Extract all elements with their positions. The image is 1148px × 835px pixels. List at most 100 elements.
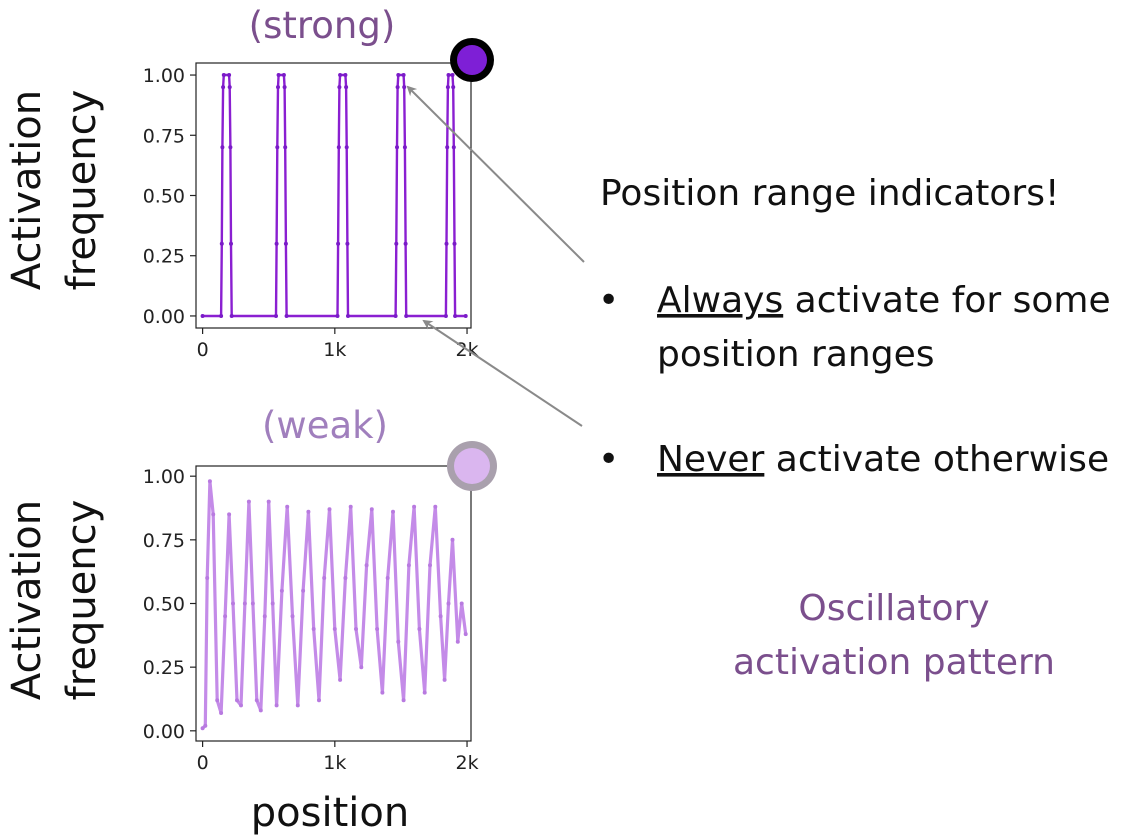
strong-ytick-label: 0.00	[143, 306, 185, 328]
weak-data-point	[205, 576, 210, 580]
bullet-2-rest: activate otherwise	[764, 439, 1109, 480]
strong-data-point	[463, 314, 468, 318]
strong-data-point	[443, 314, 448, 318]
weak-badge	[447, 441, 497, 491]
weak-data-point	[375, 627, 380, 631]
bullet-2-marker: •	[598, 439, 619, 480]
weak-data-point	[463, 632, 468, 637]
weak-data-point	[364, 563, 369, 568]
weak-data-point	[422, 690, 427, 695]
strong-chart-ylabel-line1: Activation	[4, 90, 50, 290]
strong-data-point	[283, 241, 288, 246]
strong-data-point	[344, 145, 349, 150]
strong-badge	[450, 38, 494, 82]
strong-chart-frame	[195, 62, 472, 329]
weak-data-point	[322, 576, 327, 580]
strong-badge-dot	[457, 45, 487, 75]
weak-data-point	[459, 601, 464, 606]
strong-data-point	[395, 85, 400, 90]
bullet-1-continuation: position ranges	[657, 334, 934, 375]
bullet-1-keyword: Always	[657, 280, 783, 321]
weak-data-point	[250, 601, 255, 606]
weak-data-point	[227, 512, 232, 517]
weak-data-point	[306, 509, 311, 514]
weak-ytick-label: 0.00	[143, 721, 185, 743]
strong-data-point	[228, 145, 233, 150]
weak-data-point	[455, 639, 460, 644]
strong-chart-series	[200, 73, 468, 318]
weak-data-point	[391, 509, 395, 514]
weak-data-point	[369, 507, 374, 512]
strong-data-point	[284, 314, 289, 318]
strong-data-point	[221, 73, 226, 77]
weak-xtick-label: 1k	[323, 752, 346, 774]
strong-data-point	[221, 85, 226, 90]
weak-data-point	[239, 703, 243, 708]
weak-data-point	[279, 588, 284, 593]
strong-data-point	[281, 73, 286, 77]
strong-data-point	[445, 85, 450, 90]
strong-data-point	[344, 85, 349, 90]
weak-data-point	[401, 698, 406, 703]
strong-data-point	[451, 85, 456, 90]
strong-data-point	[404, 314, 409, 318]
weak-data-point	[254, 698, 259, 703]
strong-data-point	[445, 145, 450, 150]
weak-data-point	[270, 601, 275, 606]
weak-data-point	[348, 504, 353, 509]
weak-data-point	[343, 576, 348, 580]
strong-data-point	[335, 314, 340, 318]
strong-chart-title: (strong)	[249, 4, 396, 47]
weak-data-point	[438, 614, 443, 619]
strong-data-point	[336, 145, 341, 150]
weak-data-point	[274, 703, 279, 708]
weak-data-point	[301, 588, 306, 593]
weak-chart-series	[200, 479, 468, 731]
weak-data-point	[246, 499, 251, 504]
weak-data-point	[385, 576, 390, 580]
weak-data-point	[266, 499, 271, 504]
weak-data-point	[359, 665, 364, 670]
weak-series-line	[201, 479, 468, 730]
strong-data-point	[336, 241, 341, 246]
weak-data-point	[295, 703, 300, 708]
weak-chart-ticks: 0.00 0.25 0.50 0.75 1.00 0 1k 2k	[143, 466, 479, 774]
strong-ytick-label: 1.00	[143, 65, 185, 87]
strong-data-point	[229, 314, 234, 318]
weak-ytick-label: 1.00	[143, 466, 185, 488]
strong-chart-ylabel-line2: frequency	[59, 90, 105, 291]
strong-data-point	[393, 314, 398, 318]
weak-data-point	[406, 563, 411, 568]
weak-data-point	[219, 711, 224, 715]
strong-data-point	[219, 241, 224, 246]
strong-data-point	[401, 73, 406, 77]
oscillatory-line1: Oscillatory	[798, 588, 989, 629]
weak-data-point	[433, 504, 438, 509]
strong-data-point	[452, 241, 457, 246]
strong-data-point	[220, 145, 225, 150]
weak-ytick-label: 0.50	[143, 594, 185, 616]
weak-data-point	[354, 627, 358, 631]
strong-data-point	[402, 85, 407, 90]
weak-chart-ylabel-line1: Activation	[4, 500, 50, 700]
strong-xtick-label: 1k	[323, 339, 346, 361]
weak-chart: (weak) Activation frequency 0.00 0.25 0.50…	[4, 404, 497, 835]
strong-data-point	[227, 85, 232, 90]
weak-data-point	[317, 698, 321, 703]
strong-data-point	[403, 241, 408, 246]
weak-data-point	[223, 614, 228, 619]
strong-data-point	[343, 73, 348, 77]
weak-data-point	[215, 698, 220, 703]
arrow-to-peak	[406, 85, 585, 263]
strong-data-point	[346, 314, 350, 318]
weak-data-point	[200, 726, 205, 731]
strong-data-point	[200, 314, 205, 318]
strong-data-point	[446, 73, 451, 77]
weak-data-point	[442, 677, 447, 682]
strong-data-point	[276, 85, 280, 90]
weak-data-point	[262, 614, 267, 619]
bullet-1-marker: •	[598, 280, 619, 321]
weak-chart-title: (weak)	[262, 404, 388, 447]
weak-data-point	[311, 627, 316, 631]
